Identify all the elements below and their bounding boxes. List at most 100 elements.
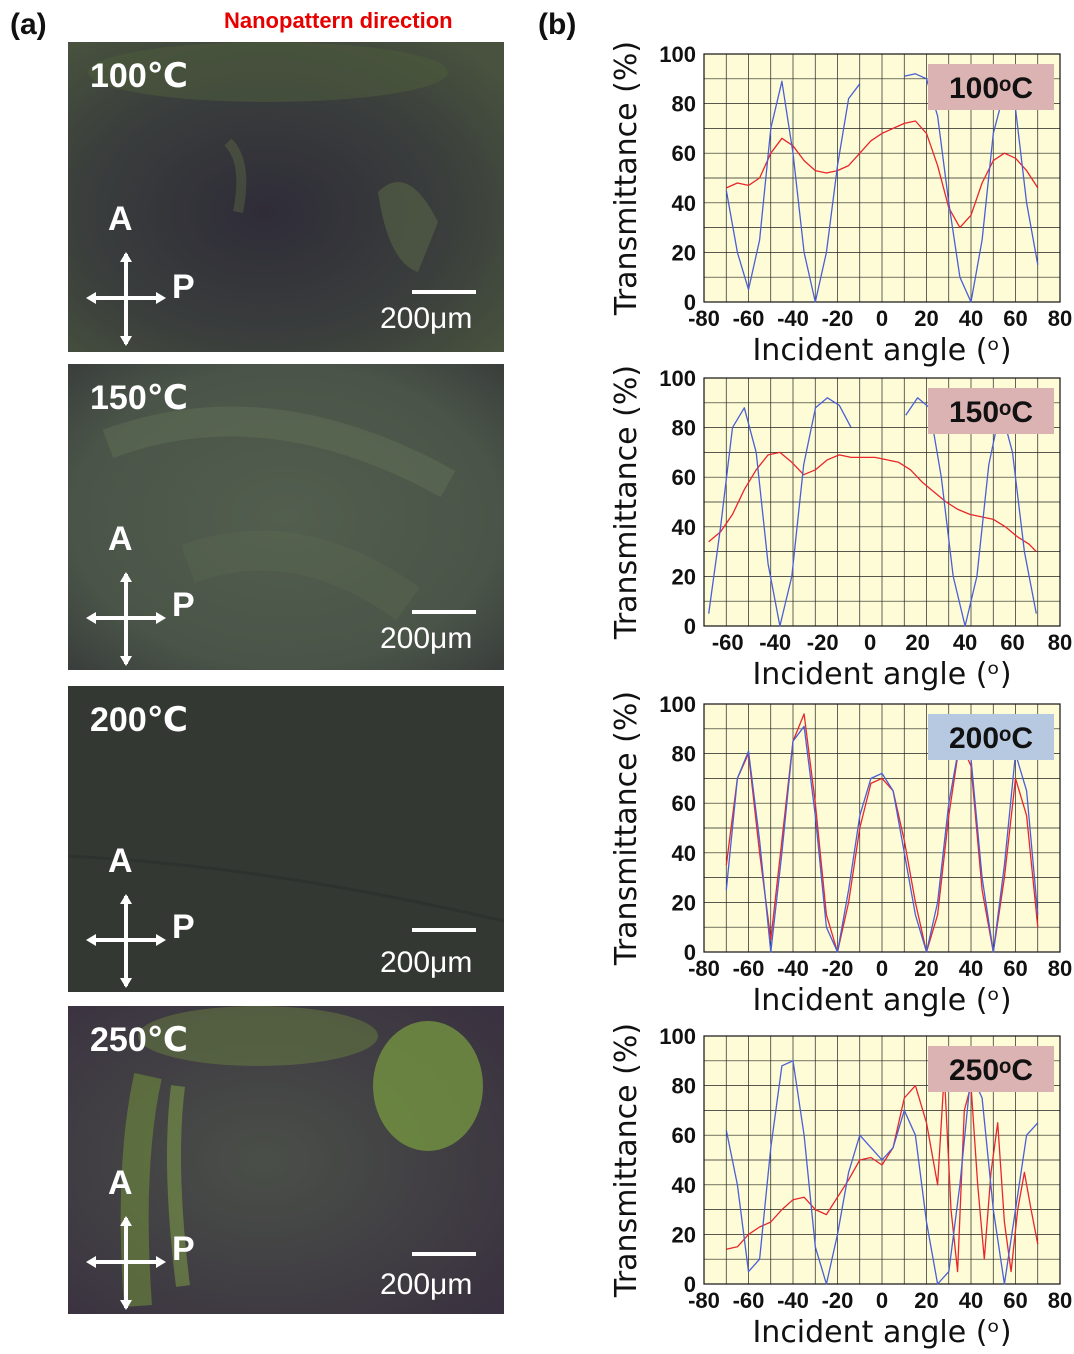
scale-bar-label: 200μm xyxy=(380,302,473,335)
x-tick-label: -60 xyxy=(712,630,744,655)
transmittance-chart-200c: 0 20 40 60 80 100 -80 -60 -40 -20 0 20 40 60 80 Inciden… xyxy=(600,690,1074,1020)
x-tick-label: 20 xyxy=(905,630,929,655)
x-tick-label: -60 xyxy=(733,1288,765,1313)
analyzer-label: A xyxy=(108,520,133,558)
x-tick-label: 40 xyxy=(959,956,983,981)
y-tick-label: 100 xyxy=(659,42,696,67)
x-tick-label: 40 xyxy=(953,630,977,655)
temperature-label: 200℃ xyxy=(90,701,188,739)
y-tick-label: 0 xyxy=(684,1272,696,1297)
y-tick-label: 60 xyxy=(672,465,696,490)
scale-bar xyxy=(412,290,476,294)
x-tick-label: 20 xyxy=(914,956,938,981)
y-axis-label: Transmittance (%) xyxy=(609,365,644,640)
plot-frame xyxy=(703,53,1061,303)
analyzer-label: A xyxy=(108,842,133,880)
transmittance-chart-150c: 0 20 40 60 80 100 -60 -40 -20 0 20 40 60 80 Incident a… xyxy=(600,364,1074,694)
temperature-badge xyxy=(928,714,1054,760)
scale-bar-label: 200μm xyxy=(380,946,473,979)
x-tick-label: 0 xyxy=(876,1288,888,1313)
temperature-label: 150℃ xyxy=(90,379,188,417)
blue-series-line xyxy=(708,397,1037,627)
y-axis-label: Transmittance (%) xyxy=(609,41,644,316)
y-tick-label: 80 xyxy=(672,1074,696,1099)
y-tick-label: 40 xyxy=(672,191,696,216)
x-tick-label: -40 xyxy=(777,306,809,331)
blue-series-line xyxy=(725,725,1039,953)
x-axis-label: Incident angle (ᵒ) xyxy=(752,983,1011,1018)
x-tick-label: 20 xyxy=(914,306,938,331)
y-tick-label: 20 xyxy=(672,564,696,589)
x-tick-label: 40 xyxy=(959,306,983,331)
x-tick-label: 0 xyxy=(876,306,888,331)
temperature-badge-label: 200ᵒC xyxy=(949,722,1033,755)
x-tick-label: -40 xyxy=(777,956,809,981)
micrograph-200c: 200℃ A P 200μm xyxy=(68,686,504,992)
x-tick-label: 80 xyxy=(1048,306,1072,331)
polarizer-label: P xyxy=(172,1230,195,1268)
y-tick-label: 100 xyxy=(659,366,696,391)
y-tick-label: 20 xyxy=(672,890,696,915)
x-tick-label: 40 xyxy=(959,1288,983,1313)
micrograph-150c: 150℃ A P 200μm xyxy=(68,364,504,670)
red-series-line xyxy=(726,120,1039,229)
x-tick-label: 60 xyxy=(1003,956,1027,981)
polarizer-label: P xyxy=(172,268,195,306)
grid xyxy=(704,54,1060,302)
x-tick-label: 80 xyxy=(1048,1288,1072,1313)
micrograph-100c: 100℃ A P 200μm xyxy=(68,42,504,352)
y-tick-label: 60 xyxy=(672,791,696,816)
analyzer-label: A xyxy=(108,1164,133,1202)
x-axis-label: Incident angle (ᵒ) xyxy=(752,333,1011,368)
y-tick-label: 40 xyxy=(672,841,696,866)
x-tick-label: 0 xyxy=(876,956,888,981)
scale-bar xyxy=(412,610,476,614)
polarizer-label: P xyxy=(172,586,195,624)
x-tick-label: 60 xyxy=(1003,306,1027,331)
scale-bar xyxy=(412,928,476,932)
x-tick-label: -20 xyxy=(822,956,854,981)
y-axis-label: Transmittance (%) xyxy=(609,1023,644,1298)
transmittance-chart-100c: 0 20 40 60 80 100 -80 -60 -40 -20 0 20 40 60 80 Inciden… xyxy=(600,40,1074,370)
red-series-line xyxy=(708,451,1037,553)
x-tick-label: -20 xyxy=(822,306,854,331)
x-tick-label: -20 xyxy=(807,630,839,655)
plot-frame xyxy=(703,377,1061,627)
x-tick-label: -20 xyxy=(822,1288,854,1313)
crossed-polarizer-icon xyxy=(86,572,166,666)
x-tick-label: -40 xyxy=(777,1288,809,1313)
x-tick-label: 60 xyxy=(1003,1288,1027,1313)
temperature-badge-label: 100ᵒC xyxy=(949,72,1033,105)
panel-a-label: (a) xyxy=(10,8,47,41)
y-tick-label: 20 xyxy=(672,240,696,265)
y-tick-label: 100 xyxy=(659,1024,696,1049)
scale-bar-label: 200μm xyxy=(380,622,473,655)
polarizer-label: P xyxy=(172,908,195,946)
x-tick-label: -80 xyxy=(688,956,720,981)
y-tick-label: 0 xyxy=(684,614,696,639)
y-axis-label: Transmittance (%) xyxy=(609,691,644,966)
crossed-polarizer-icon xyxy=(86,1216,166,1310)
x-axis-label: Incident angle (ᵒ) xyxy=(752,657,1011,692)
crossed-polarizer-icon xyxy=(86,252,166,346)
temperature-badge xyxy=(928,1046,1054,1092)
transmittance-chart-250c: 0 20 40 60 80 100 -80 -60 -40 -20 0 20 40 60 80 Inciden… xyxy=(600,1022,1074,1354)
x-tick-label: 0 xyxy=(864,630,876,655)
y-tick-label: 80 xyxy=(672,416,696,441)
y-tick-label: 0 xyxy=(684,290,696,315)
plot-frame xyxy=(703,703,1061,953)
y-tick-label: 80 xyxy=(672,742,696,767)
x-tick-label: 80 xyxy=(1048,630,1072,655)
temperature-badge xyxy=(928,388,1054,434)
temperature-badge xyxy=(928,64,1054,110)
x-tick-label: -40 xyxy=(759,630,791,655)
grid xyxy=(704,704,1060,952)
x-tick-label: -80 xyxy=(688,1288,720,1313)
y-tick-label: 40 xyxy=(672,1173,696,1198)
y-tick-label: 60 xyxy=(672,141,696,166)
x-axis-label: Incident angle (ᵒ) xyxy=(752,1315,1011,1350)
temperature-label: 100℃ xyxy=(90,57,188,95)
x-tick-label: 60 xyxy=(1000,630,1024,655)
nanopattern-direction-label: Nanopattern direction xyxy=(224,8,453,33)
y-tick-label: 0 xyxy=(684,940,696,965)
